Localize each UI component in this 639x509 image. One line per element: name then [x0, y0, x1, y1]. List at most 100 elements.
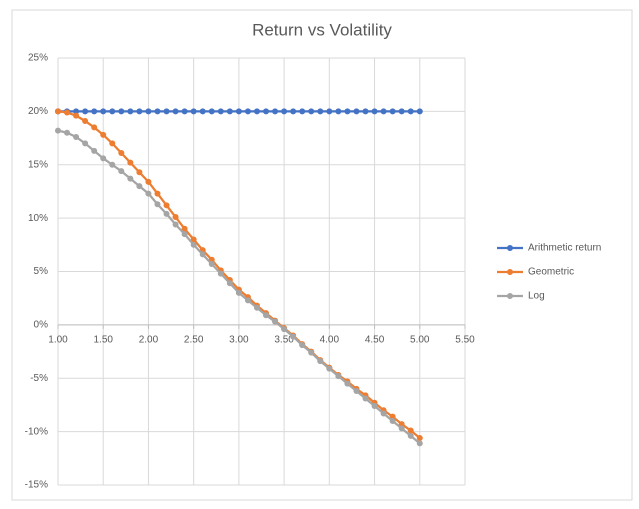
data-point [82, 117, 89, 124]
data-point [208, 108, 215, 115]
data-point [91, 124, 98, 131]
x-tick-label: 2.50 [184, 335, 204, 346]
data-point [91, 108, 98, 115]
data-point [235, 289, 242, 296]
y-tick-label: 10% [28, 213, 48, 224]
data-point [353, 108, 360, 115]
data-point [317, 108, 324, 115]
data-point [163, 210, 170, 217]
data-point [335, 108, 342, 115]
data-point [398, 425, 405, 432]
data-point [145, 178, 152, 185]
data-point [145, 190, 152, 197]
data-point [190, 108, 197, 115]
data-point [290, 333, 297, 340]
x-tick-label: 1.00 [48, 335, 68, 346]
data-point [326, 108, 333, 115]
data-point [299, 108, 306, 115]
data-point [308, 349, 315, 356]
y-tick-label: -10% [25, 426, 48, 437]
data-point [73, 108, 80, 115]
data-point [73, 112, 80, 119]
data-point [416, 108, 423, 115]
data-point [299, 342, 306, 349]
data-point [362, 108, 369, 115]
data-point [226, 280, 233, 287]
legend-marker [507, 269, 513, 275]
data-point [272, 318, 279, 325]
data-point [344, 108, 351, 115]
y-tick-label: -15% [25, 480, 48, 491]
data-point [190, 236, 197, 243]
data-point [308, 108, 315, 115]
data-point [109, 140, 116, 147]
data-point [154, 201, 161, 208]
data-point [263, 312, 270, 319]
data-point [398, 108, 405, 115]
data-point [55, 127, 61, 134]
x-tick-label: 1.50 [93, 335, 113, 346]
data-point [73, 133, 80, 140]
data-point [389, 413, 396, 420]
y-tick-label: 0% [34, 320, 49, 331]
data-point [344, 380, 351, 387]
x-tick-label: 3.00 [229, 335, 249, 346]
data-point [416, 440, 423, 447]
data-point [163, 108, 170, 115]
data-point [199, 108, 206, 115]
y-tick-label: 25% [28, 53, 48, 64]
data-point [163, 202, 170, 209]
data-point [91, 147, 98, 154]
data-point [109, 108, 116, 115]
data-point [326, 365, 333, 372]
data-point [389, 417, 396, 424]
data-point [172, 214, 179, 221]
data-point [172, 221, 179, 228]
x-tick-label: 4.00 [320, 335, 340, 346]
data-point [235, 108, 242, 115]
data-point [64, 129, 71, 136]
data-point [181, 231, 188, 238]
data-point [281, 326, 288, 333]
data-point [335, 373, 342, 380]
data-point [64, 109, 71, 116]
data-point [208, 261, 215, 268]
data-point [199, 251, 206, 258]
data-point [281, 108, 288, 115]
data-point [100, 108, 107, 115]
data-point [181, 108, 188, 115]
data-point [217, 108, 224, 115]
data-point [190, 241, 197, 248]
data-point [100, 155, 107, 162]
data-point [290, 108, 297, 115]
legend-label: Log [528, 291, 545, 302]
legend-marker [507, 293, 513, 299]
data-point [118, 168, 125, 175]
y-tick-label: 15% [28, 159, 48, 170]
x-tick-label: 2.00 [139, 335, 159, 346]
data-point [118, 108, 125, 115]
data-point [127, 159, 134, 166]
x-tick-label: 5.00 [410, 335, 430, 346]
data-point [253, 304, 260, 311]
data-point [82, 108, 89, 115]
data-point [253, 108, 260, 115]
data-point [317, 358, 324, 365]
data-point [136, 108, 143, 115]
data-point [398, 421, 405, 428]
data-point [82, 140, 89, 147]
data-point [172, 108, 179, 115]
y-tick-label: -5% [30, 373, 48, 384]
data-point [127, 108, 134, 115]
x-tick-label: 3.50 [274, 335, 294, 346]
data-point [154, 108, 161, 115]
data-point [244, 108, 251, 115]
x-tick-label: 5.50 [455, 335, 475, 346]
data-point [244, 297, 251, 304]
data-point [272, 108, 279, 115]
data-point [353, 388, 360, 395]
data-point [100, 131, 107, 138]
chart-border [11, 9, 633, 501]
data-point [127, 175, 134, 182]
